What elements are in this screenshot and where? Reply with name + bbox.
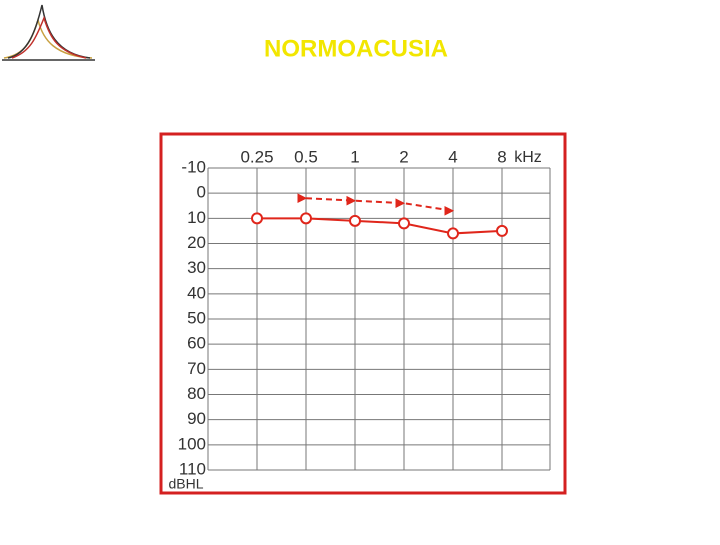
y-axis-label: dBHL [168, 476, 203, 492]
x-tick-label: 2 [399, 147, 408, 166]
air-marker [496, 224, 508, 237]
bone-marker [297, 193, 308, 204]
logo [2, 4, 95, 61]
y-tick-label: 60 [187, 334, 206, 353]
bone-marker [395, 198, 406, 209]
x-tick-label: 0.25 [240, 147, 273, 166]
air-marker [447, 227, 459, 240]
y-tick-label: 10 [187, 208, 206, 227]
x-tick-label: 8 [497, 147, 506, 166]
air-marker [398, 217, 410, 230]
frame [159, 132, 567, 495]
y-tick-label: 20 [187, 233, 206, 252]
y-tick-label: 110 [179, 459, 206, 478]
x-tick-label: 1 [350, 147, 359, 166]
y-tick-label: 90 [187, 409, 206, 428]
x-axis-label: kHz [514, 149, 542, 166]
x-tick-label: 4 [448, 147, 457, 166]
bone-marker [346, 195, 357, 206]
y-tick-label: 80 [187, 384, 206, 403]
y-tick-label: 30 [187, 258, 206, 277]
y-tick-label: -10 [181, 157, 206, 176]
y-tick-label: 100 [178, 434, 206, 453]
y-tick-label: 70 [187, 359, 206, 378]
series-line [257, 217, 503, 235]
air-marker [300, 212, 312, 225]
air-marker [349, 214, 361, 227]
slide-title: NORMOACUSIA [264, 35, 448, 62]
y-tick-label: 40 [187, 283, 206, 302]
air-marker [251, 212, 263, 225]
bone-marker [444, 205, 455, 216]
series-line [305, 197, 454, 212]
y-tick-label: 50 [187, 308, 206, 327]
y-tick-label: 0 [197, 183, 206, 202]
x-tick-label: 0.5 [294, 147, 318, 166]
